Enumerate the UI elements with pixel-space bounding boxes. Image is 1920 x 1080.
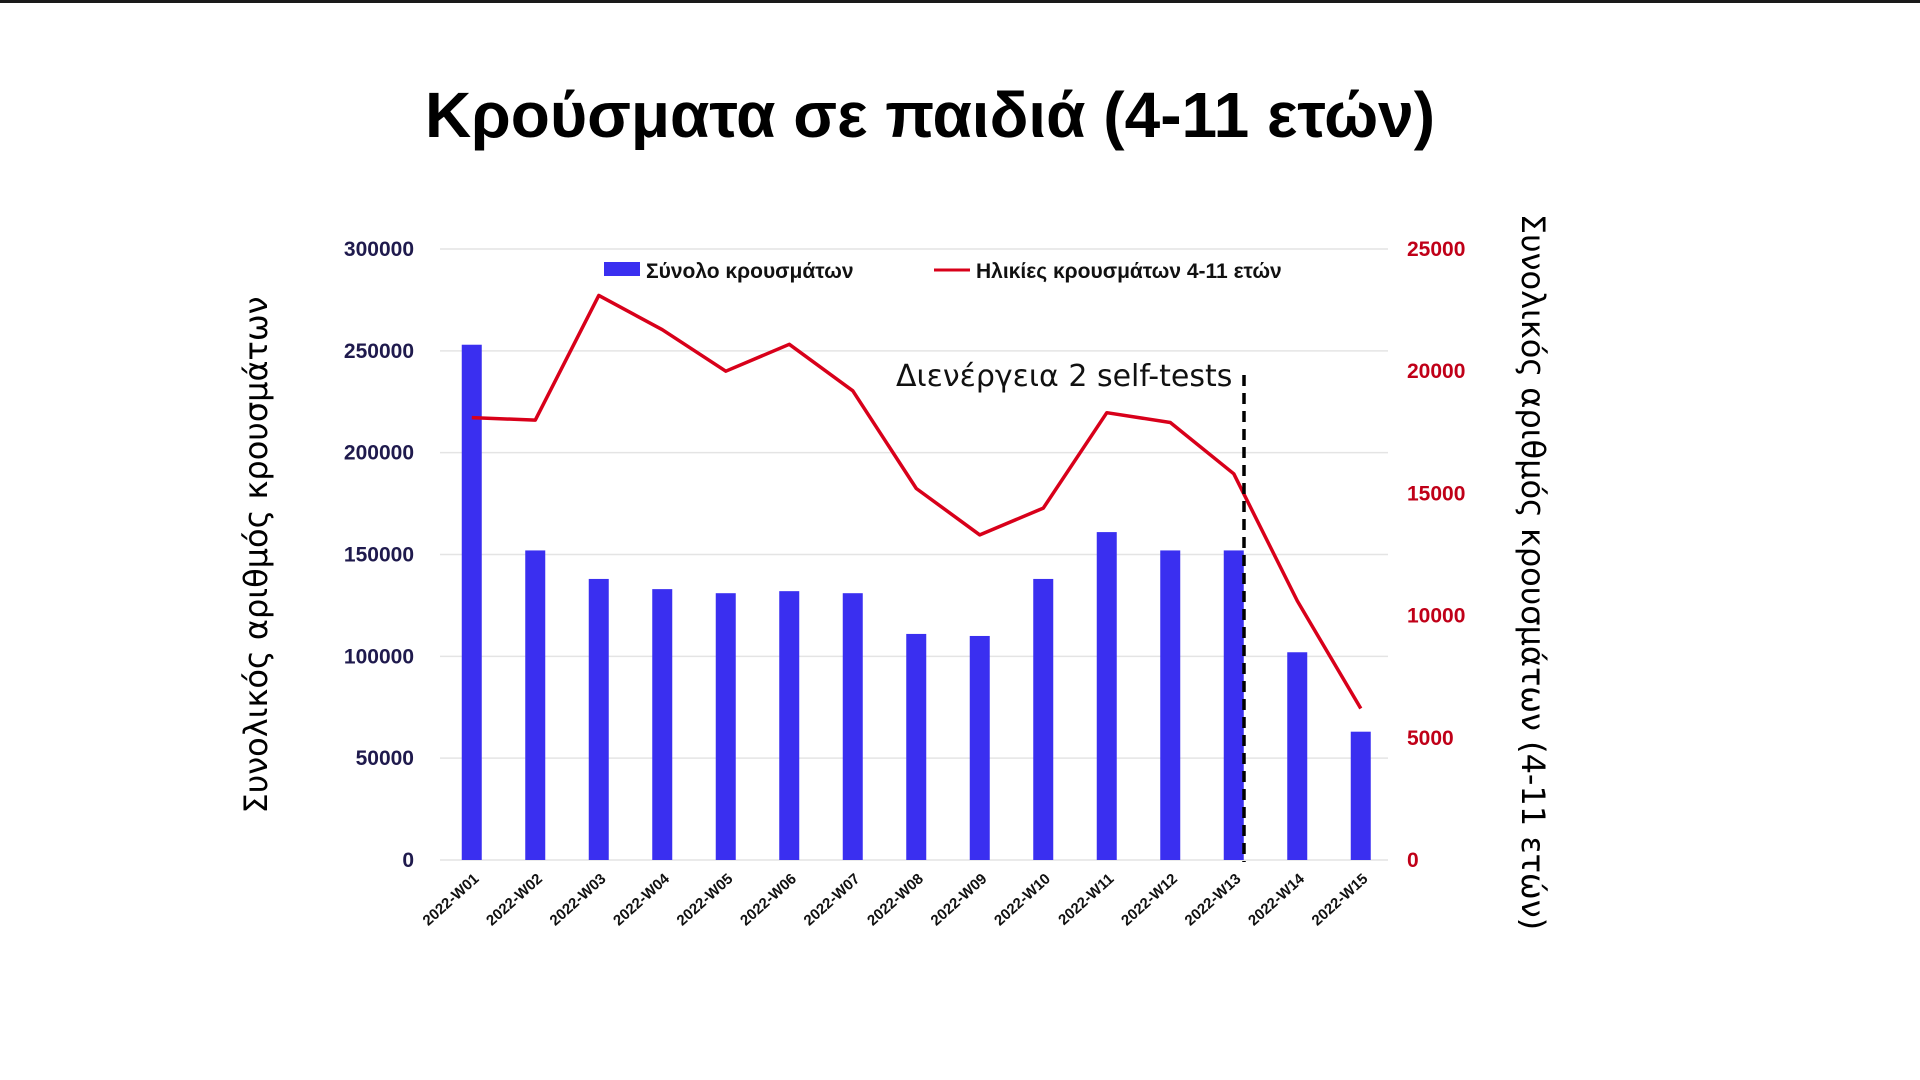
- x-tick-label: 2022-W11: [1055, 870, 1117, 928]
- x-tick-label: 2022-W02: [483, 870, 546, 929]
- bar: [1223, 550, 1244, 860]
- bar: [842, 593, 863, 860]
- x-tick-label: 2022-W04: [610, 870, 673, 929]
- x-tick-label: 2022-W06: [737, 870, 800, 929]
- x-tick-label: 2022-W15: [1309, 870, 1372, 929]
- bar: [969, 635, 990, 860]
- legend: Σύνολο κρουσμάτων Ηλικίες κρουσμάτων 4-1…: [604, 260, 1282, 283]
- annotation-label: Διενέργεια 2 self-tests: [896, 359, 1232, 394]
- right-tick-label: 20000: [1407, 360, 1465, 383]
- x-tick-label: 2022-W03: [547, 870, 610, 929]
- bar: [1160, 550, 1181, 860]
- bar-series: [461, 344, 1371, 860]
- x-axis-ticks: 2022-W01 2022-W02 2022-W03 2022-W04 2022-W05…: [420, 870, 1372, 929]
- x-tick-label: 2022-W14: [1245, 870, 1308, 929]
- right-tick-label: 25000: [1407, 238, 1465, 261]
- bar: [1033, 578, 1054, 860]
- x-tick-label: 2022-W13: [1182, 870, 1245, 929]
- bar: [652, 589, 673, 860]
- bar: [1350, 731, 1371, 860]
- x-tick-label: 2022-W05: [674, 870, 737, 929]
- x-tick-label: 2022-W01: [420, 870, 483, 929]
- left-tick-label: 200000: [344, 442, 414, 465]
- left-tick-label: 100000: [344, 645, 414, 668]
- bar: [525, 550, 546, 860]
- left-axis-ticks: 0 50000 100000 150000 200000 250000 300000: [344, 238, 414, 872]
- x-tick-label: 2022-W08: [864, 870, 927, 929]
- bar: [779, 591, 800, 860]
- bar: [1287, 652, 1308, 860]
- x-tick-label: 2022-W09: [928, 870, 991, 929]
- bar: [906, 633, 927, 860]
- bar: [1096, 532, 1117, 860]
- x-tick-label: 2022-W12: [1118, 870, 1181, 929]
- left-tick-label: 250000: [344, 340, 414, 363]
- right-axis-title: Συνολικός αριθμός κρουσμάτων (4-11 ετών): [1514, 214, 1552, 930]
- left-tick-label: 50000: [356, 747, 414, 770]
- x-tick-label: 2022-W10: [991, 870, 1054, 929]
- bar: [715, 593, 736, 860]
- bar: [461, 344, 482, 860]
- legend-label-bars: Σύνολο κρουσμάτων: [646, 260, 854, 283]
- left-tick-label: 300000: [344, 238, 414, 261]
- left-tick-label: 150000: [344, 544, 414, 567]
- legend-label-line: Ηλικίες κρουσμάτων 4-11 ετών: [976, 260, 1282, 283]
- legend-swatch-bars: [604, 262, 640, 276]
- right-tick-label: 5000: [1407, 727, 1454, 750]
- right-axis-ticks: 0 5000 10000 15000 20000 25000: [1407, 238, 1465, 872]
- right-tick-label: 0: [1407, 849, 1419, 872]
- left-tick-label: 0: [402, 849, 414, 872]
- right-tick-label: 15000: [1407, 482, 1465, 505]
- top-border: [0, 0, 1920, 3]
- line-series: [471, 293, 1363, 710]
- page-title: Κρούσματα σε παιδιά (4-11 ετών): [424, 79, 1436, 151]
- bar: [588, 578, 609, 860]
- x-tick-label: 2022-W07: [801, 870, 864, 929]
- left-axis-title: Συνολικός αριθμός κρουσμάτων: [237, 297, 275, 814]
- right-tick-label: 10000: [1407, 605, 1465, 628]
